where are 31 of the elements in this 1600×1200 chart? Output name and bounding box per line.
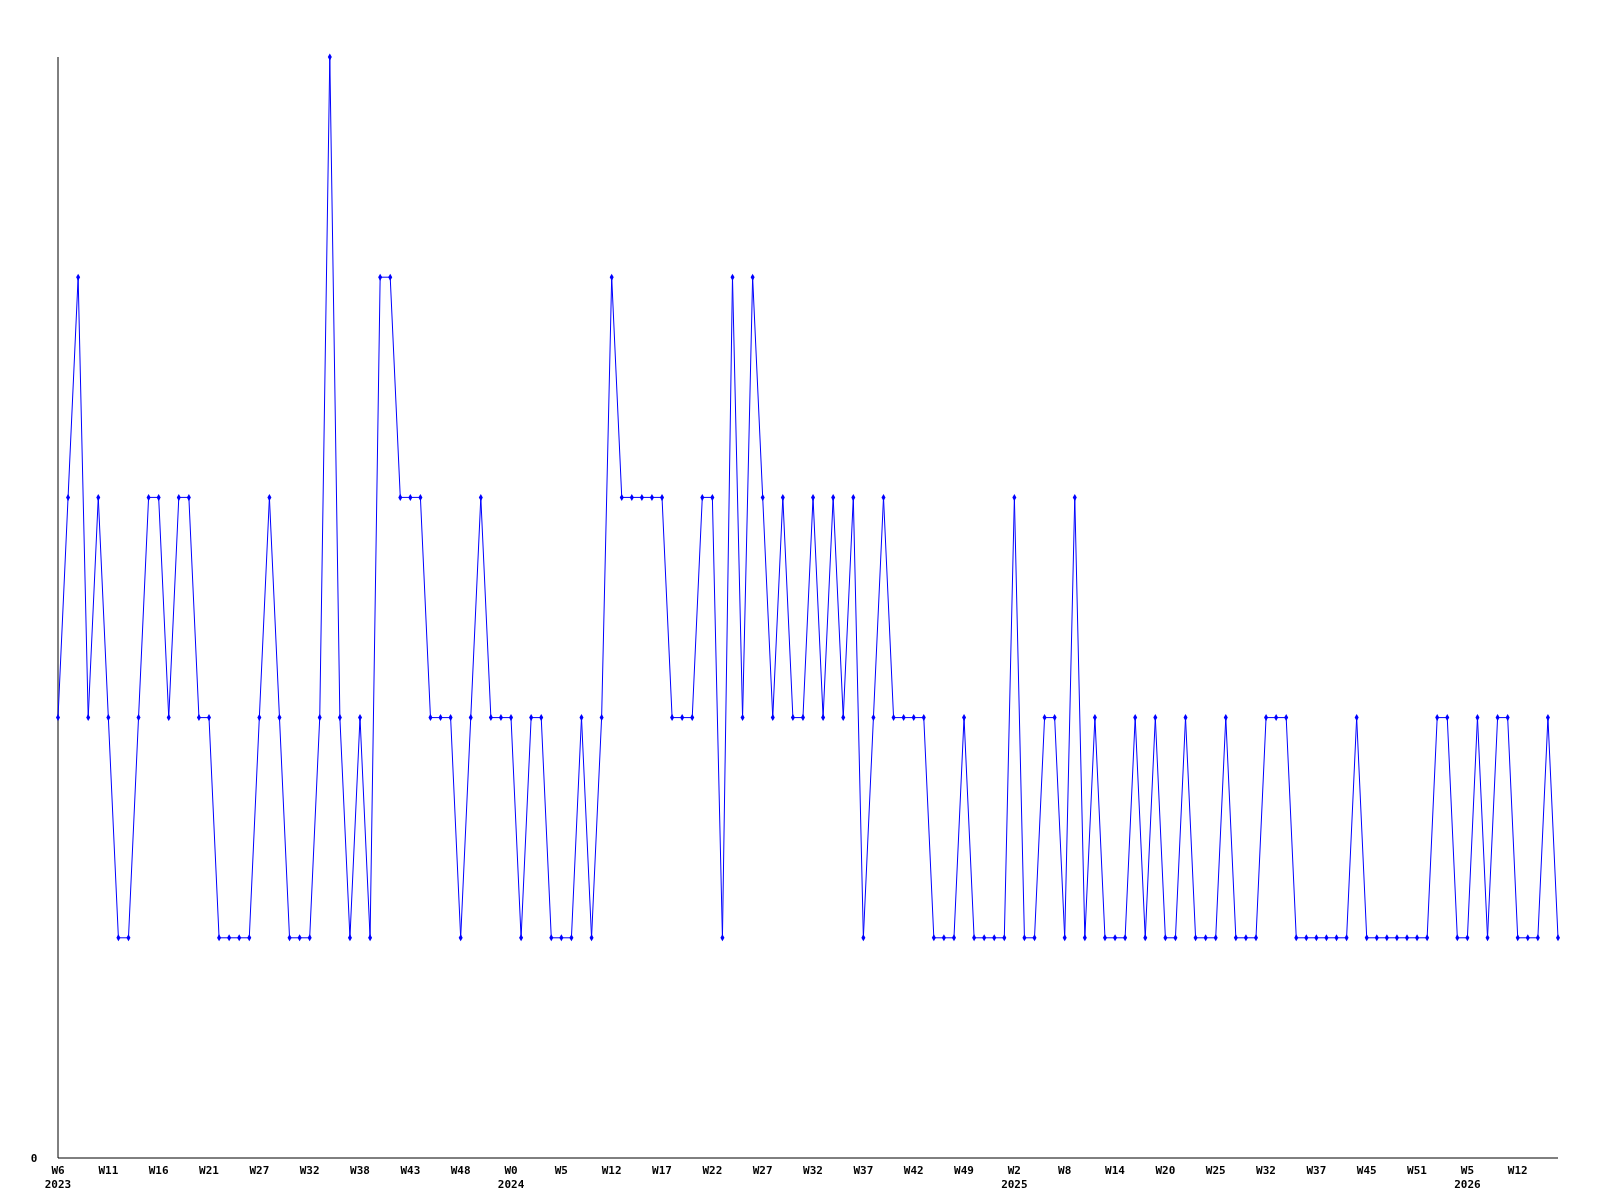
text: 0 (30, 1152, 38, 1165)
x-tick-label: W48 (450, 1164, 471, 1177)
x-tick-label: W14 (1105, 1164, 1126, 1177)
x-tick-label: W49 (954, 1164, 974, 1177)
x-tick-label: W38 (350, 1164, 370, 1177)
x-tick-label: W12 (1507, 1164, 1528, 1177)
x-tick-label: W8 (1058, 1164, 1072, 1177)
x-tick-label: W51 (1407, 1164, 1428, 1177)
x-tick-label: W42 (903, 1164, 924, 1177)
x-tick-label: W11 (98, 1164, 119, 1177)
x-tick-label: W0 2024 (497, 1164, 525, 1191)
x-tick-label: W32 (1256, 1164, 1276, 1177)
x-tick-label: W43 (400, 1164, 421, 1177)
x-tick-label: W32 (299, 1164, 320, 1177)
x-tick-label: W32 (803, 1164, 823, 1177)
x-tick-label: W25 (1205, 1164, 1226, 1177)
x-tick-label: W5 2026 (1454, 1164, 1482, 1191)
x-tick-label: W27 (249, 1164, 270, 1177)
x-tick-label: W20 (1155, 1164, 1176, 1177)
x-tick-label: W37 (1306, 1164, 1327, 1177)
x-tick-label: W21 (199, 1164, 220, 1177)
x-tick-label: W16 (148, 1164, 169, 1177)
x-tick-label: W17 (652, 1164, 672, 1177)
x-tick-label: W2 2025 (1001, 1164, 1028, 1191)
x-tick-label: W22 (702, 1164, 723, 1177)
x-tick-label: W6 2023 (44, 1164, 72, 1191)
x-tick-label: W45 (1356, 1164, 1377, 1177)
x-tick-label: W37 (853, 1164, 874, 1177)
x-tick-label: W5 (554, 1164, 568, 1177)
x-tick-label: W12 (601, 1164, 622, 1177)
x-tick-label: W27 (752, 1164, 773, 1177)
